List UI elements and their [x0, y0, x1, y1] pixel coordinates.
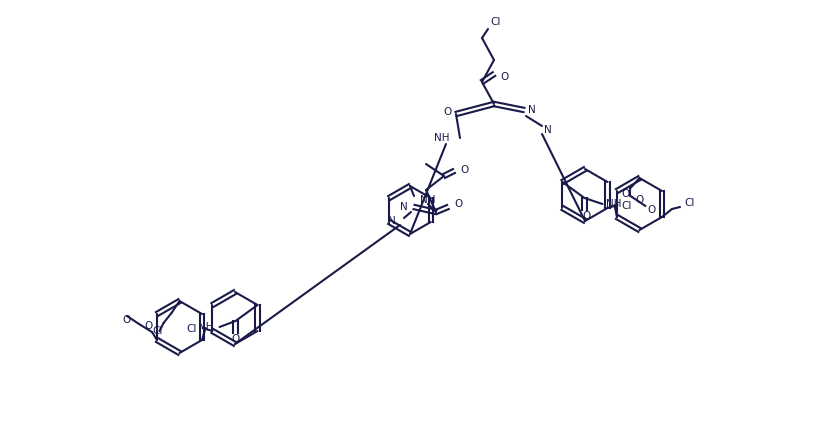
Text: O: O: [443, 107, 451, 117]
Text: N: N: [400, 202, 408, 212]
Text: NH: NH: [606, 199, 622, 209]
Text: O: O: [231, 334, 239, 344]
Text: NH: NH: [197, 322, 213, 332]
Text: Cl: Cl: [621, 201, 631, 211]
Text: NH: NH: [434, 133, 450, 143]
Text: Cl: Cl: [186, 324, 197, 334]
Text: O: O: [581, 211, 590, 221]
Text: Cl: Cl: [152, 326, 162, 336]
Text: O: O: [647, 205, 655, 215]
Text: O: O: [621, 189, 629, 199]
Text: N: N: [527, 105, 535, 115]
Text: N: N: [387, 216, 396, 226]
Text: NH: NH: [419, 195, 435, 205]
Text: O: O: [123, 315, 131, 325]
Text: O: O: [635, 195, 643, 205]
Text: O: O: [500, 72, 508, 82]
Text: N: N: [543, 125, 551, 135]
Text: O: O: [454, 199, 462, 209]
Text: Cl: Cl: [490, 17, 500, 27]
Text: O: O: [459, 165, 468, 175]
Text: O: O: [145, 321, 153, 331]
Text: Cl: Cl: [683, 198, 694, 208]
